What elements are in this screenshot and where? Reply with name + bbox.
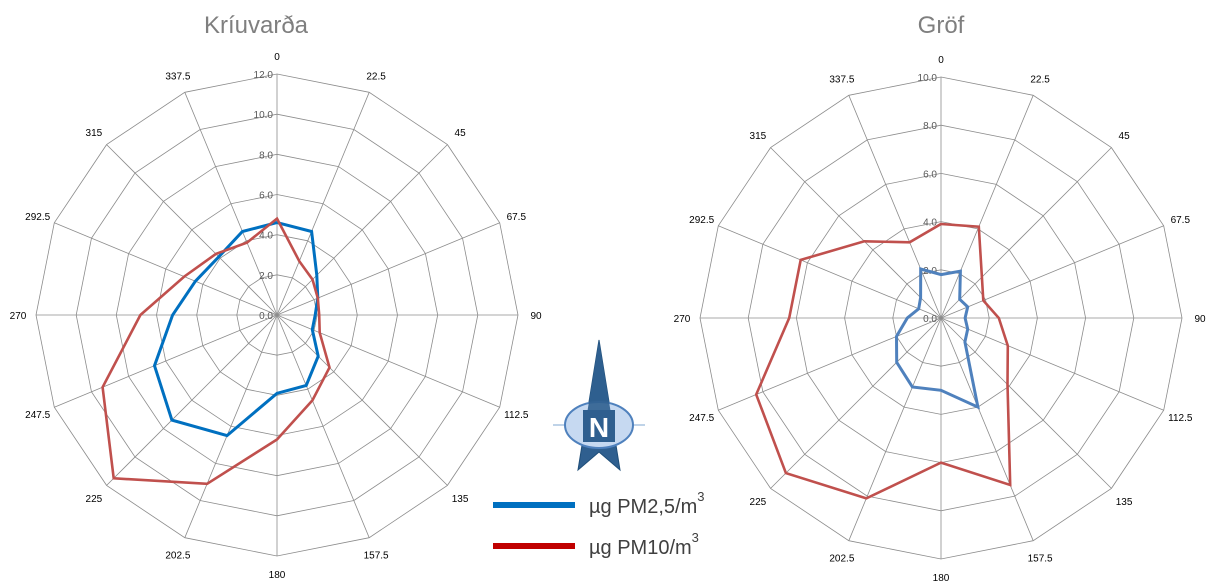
grid-spoke [276, 144, 448, 316]
north-arrow-icon: N [553, 339, 645, 472]
grid-spoke [54, 222, 278, 316]
direction-label: 202.5 [165, 550, 190, 561]
radial-tick-label: 2.0 [259, 271, 273, 282]
series-line-pm10 [101, 216, 331, 486]
direction-label: 180 [269, 570, 286, 581]
grid-spoke [940, 317, 1164, 411]
direction-label: 90 [530, 311, 542, 322]
direction-label: 157.5 [364, 550, 389, 561]
grid-spoke [718, 225, 942, 319]
direction-label: 225 [750, 497, 767, 508]
direction-label: 67.5 [1171, 215, 1191, 226]
arrow-head [586, 340, 612, 420]
direction-label: 202.5 [829, 553, 854, 564]
grid-spoke [940, 147, 1112, 319]
direction-label: 157.5 [1028, 553, 1053, 564]
legend: µg PM2,5/m3 µg PM10/m3 [493, 489, 704, 559]
radial-tick-label: 8.0 [259, 150, 273, 161]
direction-label: 135 [452, 494, 469, 505]
legend-item-pm25: µg PM2,5/m3 [493, 489, 704, 518]
direction-label: 0 [938, 55, 944, 66]
direction-label: 315 [86, 128, 103, 139]
direction-label: 247.5 [25, 410, 50, 421]
direction-label: 22.5 [1030, 75, 1050, 86]
radar-chart-grof: Gröf 0 22.5 45 67.5 90 112.5 135 157.5 180 202.5 2… [674, 12, 1206, 581]
north-letter: N [589, 412, 609, 443]
radial-tick-label: 10.0 [918, 73, 938, 84]
grid-spoke [54, 314, 278, 408]
series-line-pm25 [152, 221, 320, 438]
direction-label: 337.5 [829, 75, 854, 86]
grid-spoke [940, 225, 1164, 319]
grid-spoke [940, 317, 1112, 489]
grid-spoke [848, 317, 942, 541]
series-line-pm25 [894, 267, 980, 410]
direction-label: 67.5 [507, 212, 527, 223]
grid-spoke [718, 317, 942, 411]
grid-spoke [940, 317, 1034, 541]
grid-spoke [276, 314, 448, 486]
grid-spoke [106, 144, 278, 316]
grid-spoke [184, 314, 278, 538]
direction-label: 292.5 [689, 215, 714, 226]
radial-tick-label: 12.0 [254, 70, 274, 81]
direction-label: 292.5 [25, 212, 50, 223]
grid-spoke [106, 314, 278, 486]
radial-tick-label: 0.0 [259, 311, 273, 322]
direction-label: 45 [1119, 131, 1131, 142]
radial-tick-label: 6.0 [923, 169, 937, 180]
grid-spoke [276, 222, 500, 316]
direction-label: 270 [10, 311, 27, 322]
chart-title: Gröf [918, 12, 965, 39]
direction-label: 337.5 [165, 72, 190, 83]
direction-label: 270 [674, 314, 691, 325]
direction-label: 225 [86, 494, 103, 505]
direction-label: 180 [933, 573, 950, 581]
radial-tick-label: 4.0 [923, 218, 937, 229]
radar-chart-kriuvarda: Kríuvarða 0 22.5 45 67.5 90 112.5 135 157.5 180 2… [10, 12, 542, 581]
grid-spoke [276, 314, 500, 408]
direction-label: 315 [750, 131, 767, 142]
series-line-pm10 [754, 222, 1012, 500]
grid-spoke [770, 317, 942, 489]
grid-spoke [276, 314, 370, 538]
direction-label: 0 [274, 52, 280, 63]
direction-label: 22.5 [366, 72, 386, 83]
letter-box [583, 410, 615, 442]
legend-item-pm10: µg PM10/m3 [493, 530, 699, 559]
grid-spoke [848, 95, 942, 319]
legend-label: µg PM10/m3 [589, 530, 699, 559]
direction-label: 112.5 [1168, 413, 1193, 424]
grid-spoke [940, 95, 1034, 319]
legend-label: µg PM2,5/m3 [589, 489, 704, 518]
radial-tick-label: 4.0 [259, 231, 273, 242]
direction-label: 135 [1116, 497, 1133, 508]
radial-tick-label: 10.0 [254, 110, 274, 121]
radial-tick-label: 6.0 [259, 191, 273, 202]
direction-label: 112.5 [504, 410, 529, 421]
direction-label: 247.5 [689, 413, 714, 424]
chart-title: Kríuvarða [204, 12, 309, 39]
radial-tick-label: 0.0 [923, 314, 937, 325]
radial-tick-label: 8.0 [923, 121, 937, 132]
direction-label: 90 [1194, 314, 1206, 325]
direction-label: 45 [455, 128, 467, 139]
grid-spoke [770, 147, 942, 319]
grid-spoke [276, 92, 370, 316]
grid-spoke [184, 92, 278, 316]
